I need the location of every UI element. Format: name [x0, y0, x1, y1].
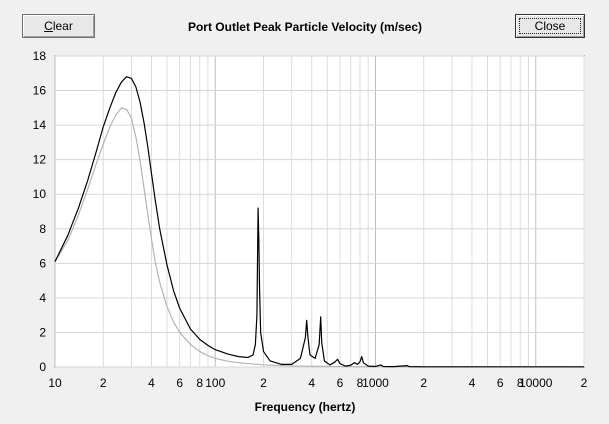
chart-title: Port Outlet Peak Particle Velocity (m/se… — [187, 20, 423, 34]
y-tick-label: 6 — [39, 256, 46, 270]
x-tick-label: 1000 — [362, 376, 389, 390]
x-tick-label: 10 — [48, 376, 62, 390]
series-line-black — [54, 76, 584, 368]
x-tick-label: 2 — [581, 376, 588, 390]
y-tick-label: 0 — [39, 360, 46, 374]
x-tick-label: 8 — [517, 376, 524, 390]
y-tick-label: 18 — [33, 49, 47, 63]
y-tick-label: 14 — [33, 118, 47, 132]
x-tick-label: 2 — [100, 376, 107, 390]
x-tick-label: 2 — [420, 376, 427, 390]
x-tick-label: 2 — [260, 376, 267, 390]
clear-button-accel: C — [44, 19, 53, 33]
series-line-gray — [54, 107, 585, 368]
x-tick-label: 100 — [205, 376, 225, 390]
close-button[interactable]: Close — [515, 14, 585, 38]
x-tick-label: 10000 — [519, 376, 553, 390]
x-tick-label: 8 — [196, 376, 203, 390]
x-axis-label: Frequency (hertz) — [254, 400, 356, 414]
x-tick-label: 6 — [497, 376, 504, 390]
y-axis-ticks: 0 2 4 6 8 10 12 14 16 18 — [33, 49, 47, 374]
x-tick-label: 4 — [148, 376, 155, 390]
y-tick-label: 12 — [33, 153, 47, 167]
grid-lines — [54, 55, 585, 368]
y-tick-label: 2 — [39, 325, 46, 339]
x-tick-label: 8 — [357, 376, 364, 390]
x-tick-label: 4 — [469, 376, 476, 390]
y-tick-label: 8 — [39, 222, 46, 236]
y-tick-label: 10 — [33, 187, 47, 201]
plot-area — [54, 55, 585, 368]
clear-button-label: lear — [52, 19, 73, 33]
close-button-label: Close — [534, 19, 566, 33]
y-tick-label: 4 — [39, 291, 46, 305]
x-tick-label: 6 — [176, 376, 183, 390]
x-tick-label: 6 — [337, 376, 344, 390]
x-tick-label: 4 — [308, 376, 315, 390]
y-tick-label: 16 — [33, 84, 47, 98]
close-button-focus-rect — [519, 18, 581, 34]
series-group — [54, 76, 585, 368]
